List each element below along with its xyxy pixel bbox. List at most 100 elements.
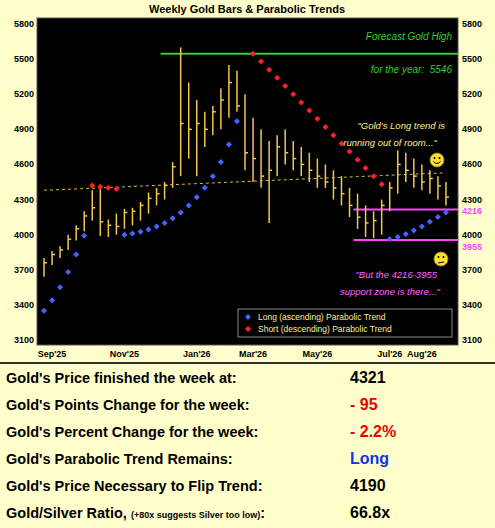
- close-tick: [317, 175, 320, 177]
- row-value: 4190: [350, 477, 386, 495]
- x-tick-label: May'26: [303, 349, 333, 359]
- legend-label: Short (descending) Parabolic Trend: [258, 324, 392, 334]
- reference-line: [354, 239, 458, 241]
- close-tick: [333, 187, 336, 189]
- price-bar: [292, 141, 294, 170]
- close-tick: [229, 82, 232, 84]
- price-bar: [421, 164, 423, 190]
- price-bar: [405, 153, 407, 182]
- parabolic-dot: [395, 234, 401, 240]
- price-bar: [51, 251, 53, 265]
- row-value: Long: [350, 450, 389, 468]
- y-tick-label: 4600: [14, 159, 34, 169]
- annotation: "But the 4216-3955: [355, 269, 437, 280]
- emoji-icon: [434, 252, 448, 266]
- emoji-face: [430, 153, 444, 167]
- close-tick: [374, 220, 377, 222]
- price-bar: [325, 164, 327, 187]
- close-tick: [221, 99, 224, 101]
- parabolic-dot: [178, 209, 184, 215]
- price-bar: [59, 246, 61, 258]
- price-bar: [317, 159, 319, 188]
- close-tick: [149, 198, 152, 200]
- parabolic-dot: [290, 91, 296, 97]
- price-bar: [244, 94, 246, 170]
- annotation: "Gold's Long trend is: [357, 120, 445, 131]
- row-label: Gold's Percent Change for the week:: [6, 424, 258, 440]
- chart-svg: Weekly Gold Bars & Parabolic Trends31003…: [0, 0, 495, 362]
- reference-line: [161, 53, 458, 55]
- parabolic-dot: [387, 236, 393, 242]
- annotation: Forecast Gold High: [366, 31, 453, 42]
- close-tick: [140, 205, 143, 207]
- price-bar: [180, 47, 182, 176]
- close-tick: [438, 185, 441, 187]
- price-bar: [260, 129, 262, 188]
- summary-row: Gold's Points Change for the week:- 95: [0, 393, 495, 420]
- parabolic-dot: [347, 149, 353, 155]
- parabolic-dot: [41, 308, 47, 314]
- parabolic-dot: [371, 173, 377, 179]
- price-bar: [75, 225, 77, 240]
- legend-marker: [245, 326, 251, 332]
- price-bar: [284, 129, 286, 164]
- close-tick: [92, 207, 95, 209]
- plot-marks: [41, 47, 458, 313]
- close-tick: [269, 170, 272, 172]
- parabolic-dot: [266, 67, 272, 73]
- close-tick: [173, 166, 176, 168]
- close-tick: [261, 175, 264, 177]
- annotation: support zone is there...": [340, 286, 441, 297]
- summary-row: Gold's Price Necessary to Flip Trend: 419…: [0, 474, 495, 501]
- price-bar: [252, 118, 254, 182]
- close-tick: [325, 181, 328, 183]
- close-tick: [430, 178, 433, 180]
- close-tick: [277, 146, 280, 148]
- parabolic-dot: [355, 157, 361, 163]
- y-tick-label: 5500: [14, 54, 34, 64]
- parabolic-dot: [129, 230, 135, 236]
- price-bar: [276, 135, 278, 176]
- price-bar: [413, 159, 415, 188]
- x-tick-label: Mar'26: [239, 349, 267, 359]
- close-tick: [293, 158, 296, 160]
- price-bar: [148, 193, 150, 214]
- close-tick: [76, 228, 79, 230]
- parabolic-dot: [379, 181, 385, 187]
- close-tick: [422, 181, 425, 183]
- emoji-mouth: [434, 162, 441, 164]
- parabolic-dot: [154, 223, 160, 229]
- y-tick-label: 3400: [462, 300, 482, 310]
- row-label: Gold's Points Change for the week:: [6, 397, 250, 413]
- trend-line: [44, 173, 446, 190]
- close-tick: [237, 105, 240, 107]
- parabolic-dot: [330, 132, 336, 138]
- parabolic-dot: [427, 219, 433, 225]
- parabolic-dot: [250, 51, 256, 57]
- price-bar: [268, 141, 270, 223]
- parabolic-dot: [218, 159, 224, 165]
- y-tick-label: 4600: [462, 159, 482, 169]
- legend-label: Long (ascending) Parabolic Trend: [258, 312, 386, 322]
- row-label: Gold/Silver Ratio, (+80x suggests Silver…: [6, 505, 265, 521]
- label-text: Gold's Price Necessary to Flip Trend:: [6, 478, 262, 494]
- y-tick-label: 3700: [462, 265, 482, 275]
- parabolic-dot: [443, 209, 449, 215]
- y-tick-label: 4900: [462, 124, 482, 134]
- close-tick: [100, 221, 103, 223]
- y-tick-label: 3100: [462, 335, 482, 345]
- close-tick: [108, 225, 111, 227]
- label-text: Gold's Points Change for the week:: [6, 397, 250, 413]
- close-tick: [341, 193, 344, 195]
- price-bar: [341, 176, 343, 205]
- parabolic-dot: [363, 165, 369, 171]
- x-tick-label: Nov'25: [110, 349, 139, 359]
- label-text: Gold's Price finished the week at:: [6, 370, 237, 386]
- close-tick: [309, 170, 312, 172]
- label-suffix: :: [260, 505, 265, 521]
- parabolic-dot: [170, 215, 176, 221]
- parabolic-dot: [162, 220, 168, 226]
- row-label: Gold's Parabolic Trend Remains:: [6, 451, 233, 467]
- price-bar: [132, 208, 134, 226]
- parabolic-dot: [411, 228, 417, 234]
